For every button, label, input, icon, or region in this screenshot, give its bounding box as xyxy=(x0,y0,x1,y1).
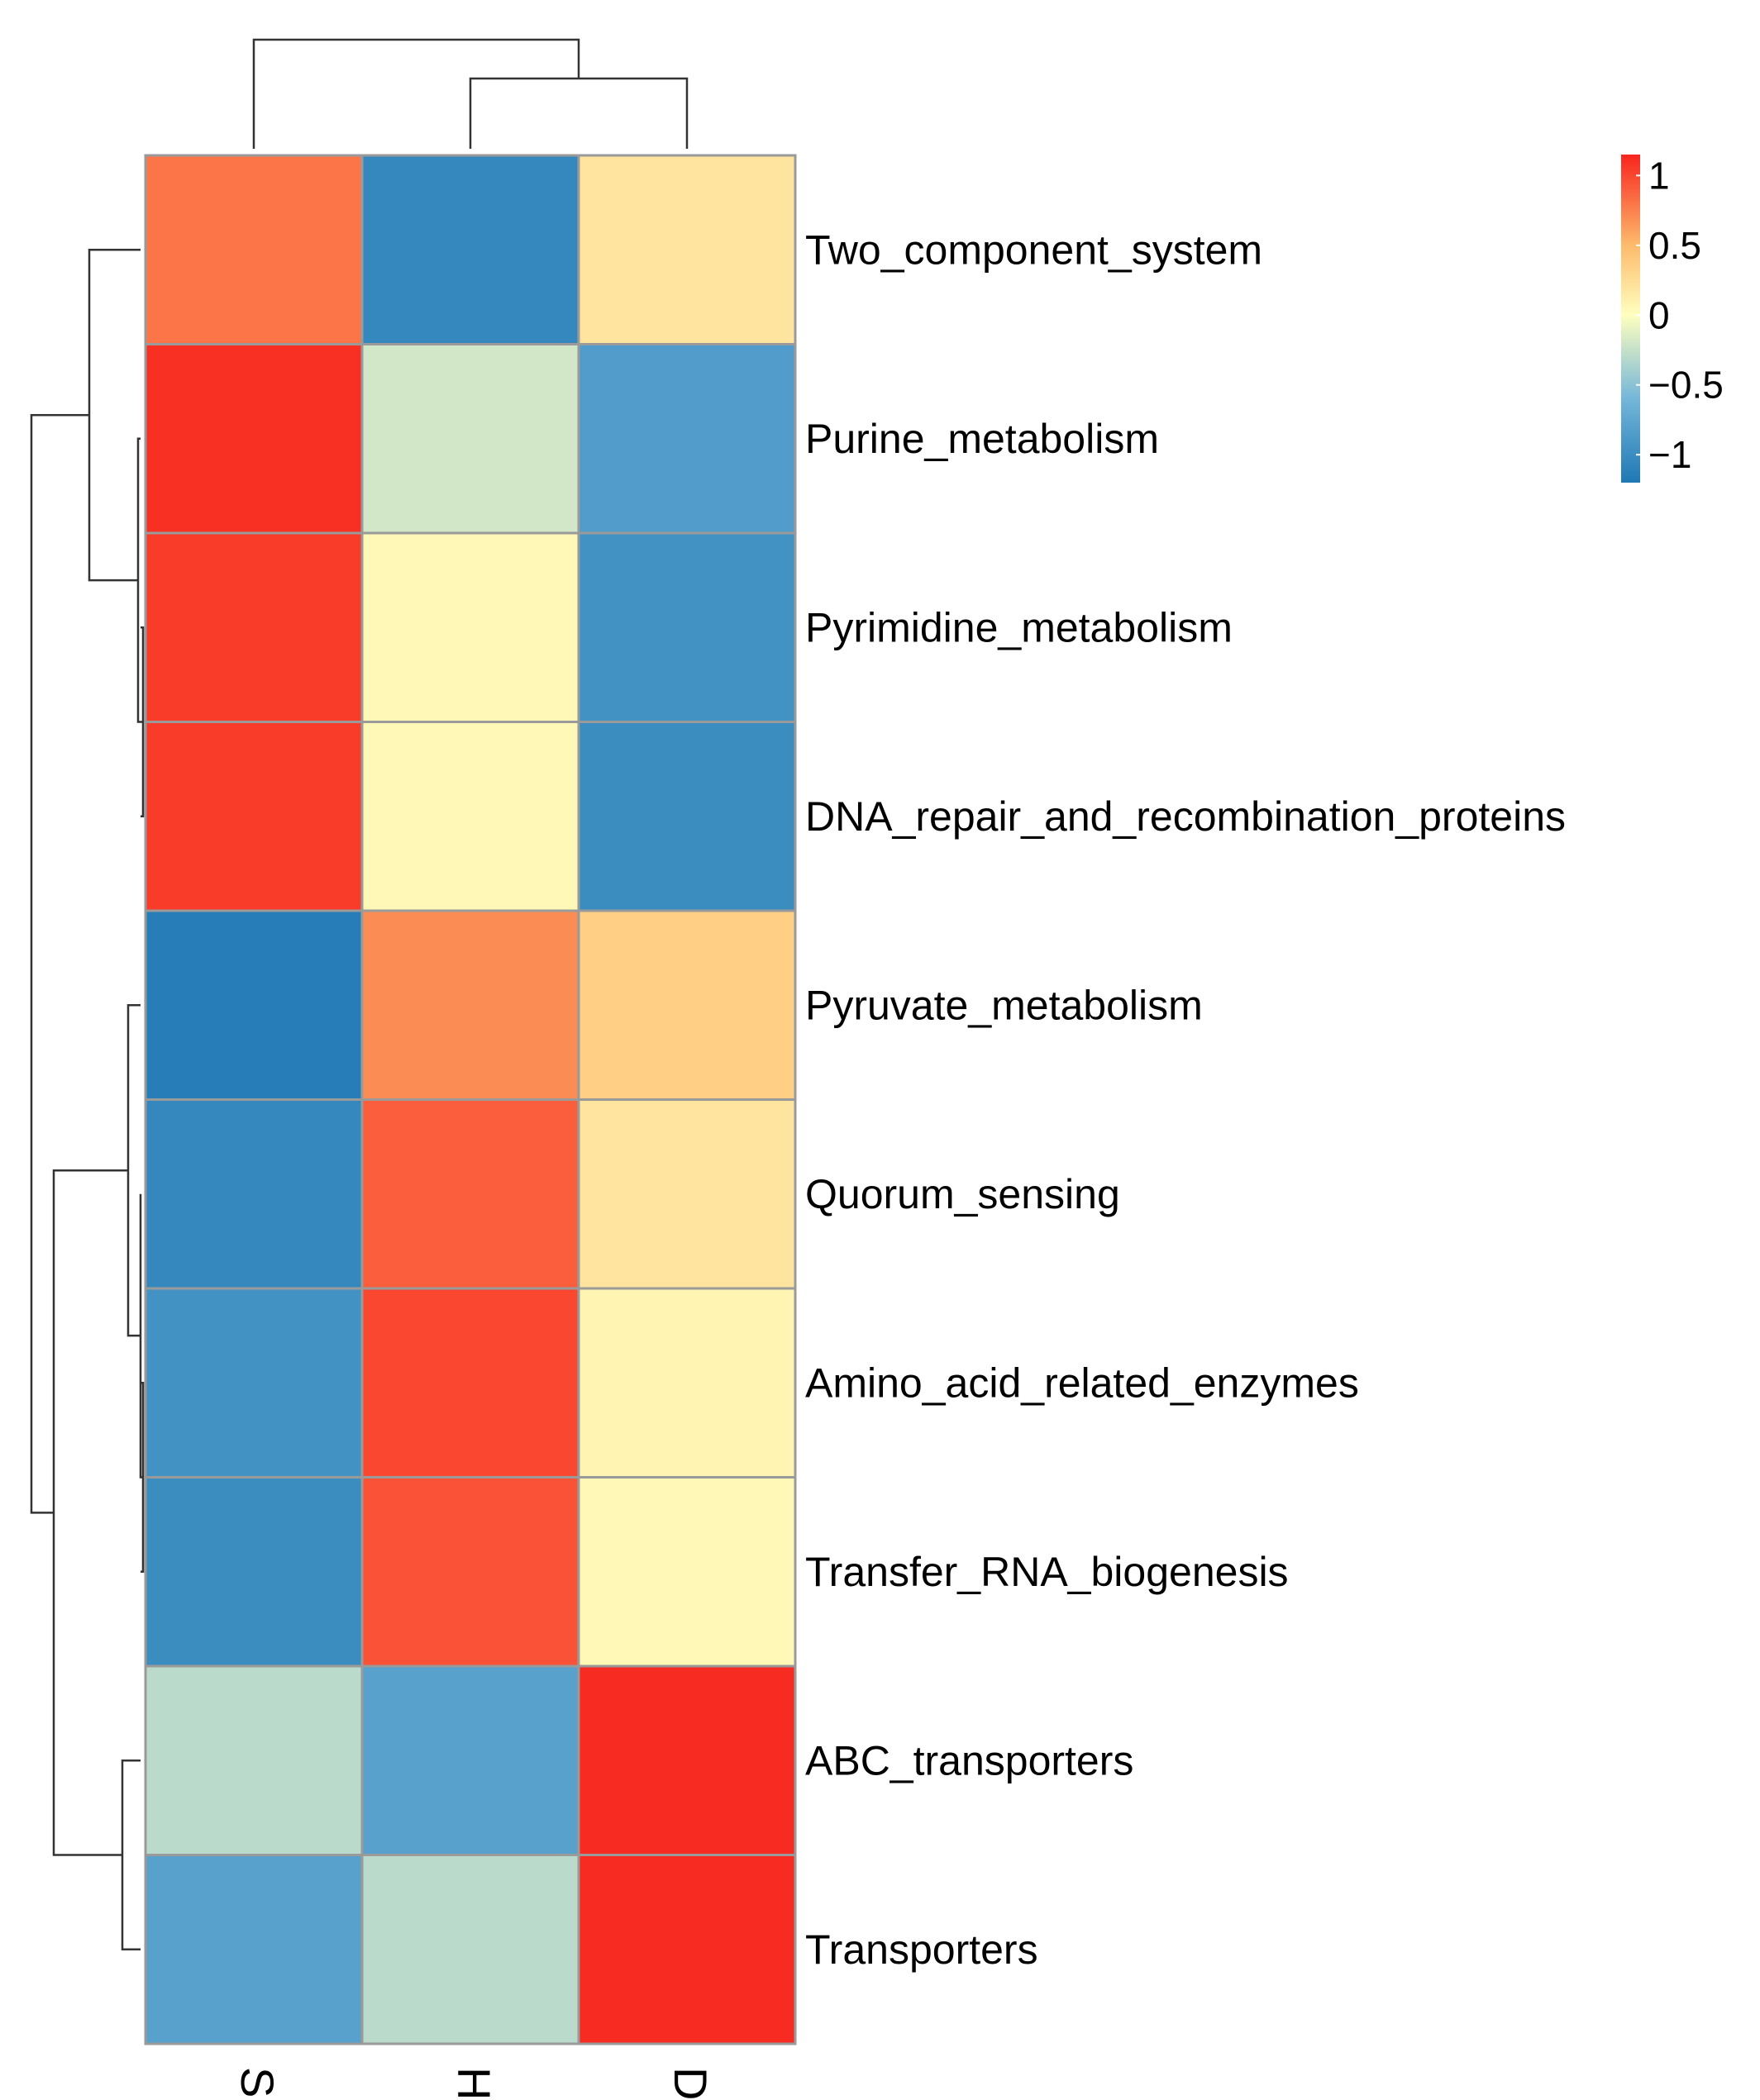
heatmap-cell-Transporters-D xyxy=(577,1854,797,2045)
heatmap-cell-ABC_transporters-D xyxy=(577,1664,797,1856)
heatmap-cell-Quorum_sensing-S xyxy=(144,1098,364,1290)
heatmap-cell-Transfer_RNA_biogenesis-H xyxy=(360,1476,580,1668)
heatmap-cell-DNA_repair_and_recombination_proteins-D xyxy=(577,721,797,912)
row-label-Transfer_RNA_biogenesis: Transfer_RNA_biogenesis xyxy=(805,1549,1289,1595)
heatmap-cell-Amino_acid_related_enzymes-H xyxy=(360,1287,580,1479)
column-dendrogram-branch-1 xyxy=(252,38,580,149)
row-label-Quorum_sensing: Quorum_sensing xyxy=(805,1171,1120,1217)
column-label-D: D xyxy=(665,2067,717,2100)
heatmap-cell-Transfer_RNA_biogenesis-D xyxy=(577,1476,797,1668)
heatmap-cell-Transfer_RNA_biogenesis-S xyxy=(144,1476,364,1668)
column-label-H: H xyxy=(448,2067,500,2100)
heatmap-cell-Pyrimidine_metabolism-D xyxy=(577,531,797,723)
column-dendrogram xyxy=(252,38,689,149)
row-dendrogram-branch-2 xyxy=(88,249,141,582)
row-dendrogram-branch-7 xyxy=(52,1169,128,1856)
row-dendrogram-branch-6 xyxy=(121,1760,141,1950)
heatmap-cell-Two_component_system-H xyxy=(360,154,580,345)
row-dendrogram-branch-4 xyxy=(139,1193,143,1479)
heatmap-cell-Two_component_system-S xyxy=(144,154,364,345)
column-dendrogram-branch-0 xyxy=(469,77,689,149)
heatmap-cell-Two_component_system-D xyxy=(577,154,797,345)
heatmap-cell-Pyrimidine_metabolism-S xyxy=(144,531,364,723)
row-dendrogram-branch-5 xyxy=(126,1004,141,1337)
heatmap-cell-Amino_acid_related_enzymes-S xyxy=(144,1287,364,1479)
legend-tick-label: 1 xyxy=(1648,154,1670,197)
row-label-ABC_transporters: ABC_transporters xyxy=(805,1737,1133,1783)
row-dendrogram-branch-8 xyxy=(30,413,89,1514)
legend-tick-label: 0.5 xyxy=(1648,224,1701,267)
heatmap-cell-Purine_metabolism-S xyxy=(144,343,364,535)
heatmap-cell-Amino_acid_related_enzymes-D xyxy=(577,1287,797,1479)
heatmap-cell-Quorum_sensing-D xyxy=(577,1098,797,1290)
heatmap-cell-ABC_transporters-S xyxy=(144,1664,364,1856)
row-label-Purine_metabolism: Purine_metabolism xyxy=(805,416,1159,462)
column-label-S: S xyxy=(231,2067,284,2098)
row-label-Pyruvate_metabolism: Pyruvate_metabolism xyxy=(805,982,1203,1028)
legend-tick-label: −0.5 xyxy=(1648,364,1724,407)
heatmap-cell-Transporters-S xyxy=(144,1854,364,2045)
heatmap-cell-Pyruvate_metabolism-S xyxy=(144,909,364,1101)
heatmap-cell-Purine_metabolism-D xyxy=(577,343,797,535)
heatmap-cell-Transporters-H xyxy=(360,1854,580,2045)
legend-tick-label: 0 xyxy=(1648,293,1670,336)
heatmap-cell-DNA_repair_and_recombination_proteins-H xyxy=(360,721,580,912)
row-labels: Two_component_system Purine_metabolism Pyr… xyxy=(805,226,1566,1973)
row-label-Two_component_system: Two_component_system xyxy=(805,226,1262,273)
heatmap-cell-ABC_transporters-H xyxy=(360,1664,580,1856)
row-label-Amino_acid_related_enzymes: Amino_acid_related_enzymes xyxy=(805,1360,1359,1406)
heatmap-cell-Pyrimidine_metabolism-H xyxy=(360,531,580,723)
row-label-DNA_repair_and_recombination_proteins: DNA_repair_and_recombination_proteins xyxy=(805,793,1566,840)
heatmap-cell-Quorum_sensing-H xyxy=(360,1098,580,1290)
row-dendrogram xyxy=(30,249,145,1950)
legend-color-bar xyxy=(1621,155,1640,483)
heatmap-cell-Pyruvate_metabolism-D xyxy=(577,909,797,1101)
heatmap-cell-Purine_metabolism-H xyxy=(360,343,580,535)
legend-tick-label: −1 xyxy=(1648,433,1691,476)
color-legend: 1 0.5 0 −0.5 −1 xyxy=(1621,154,1724,483)
legend-ticks: 1 0.5 0 −0.5 −1 xyxy=(1636,154,1724,476)
row-label-Transporters: Transporters xyxy=(805,1926,1038,1973)
heatmap-cell-Pyruvate_metabolism-H xyxy=(360,909,580,1101)
row-label-Pyrimidine_metabolism: Pyrimidine_metabolism xyxy=(805,604,1233,650)
heatmap-cells xyxy=(144,154,797,2045)
heatmap-cell-DNA_repair_and_recombination_proteins-S xyxy=(144,721,364,912)
